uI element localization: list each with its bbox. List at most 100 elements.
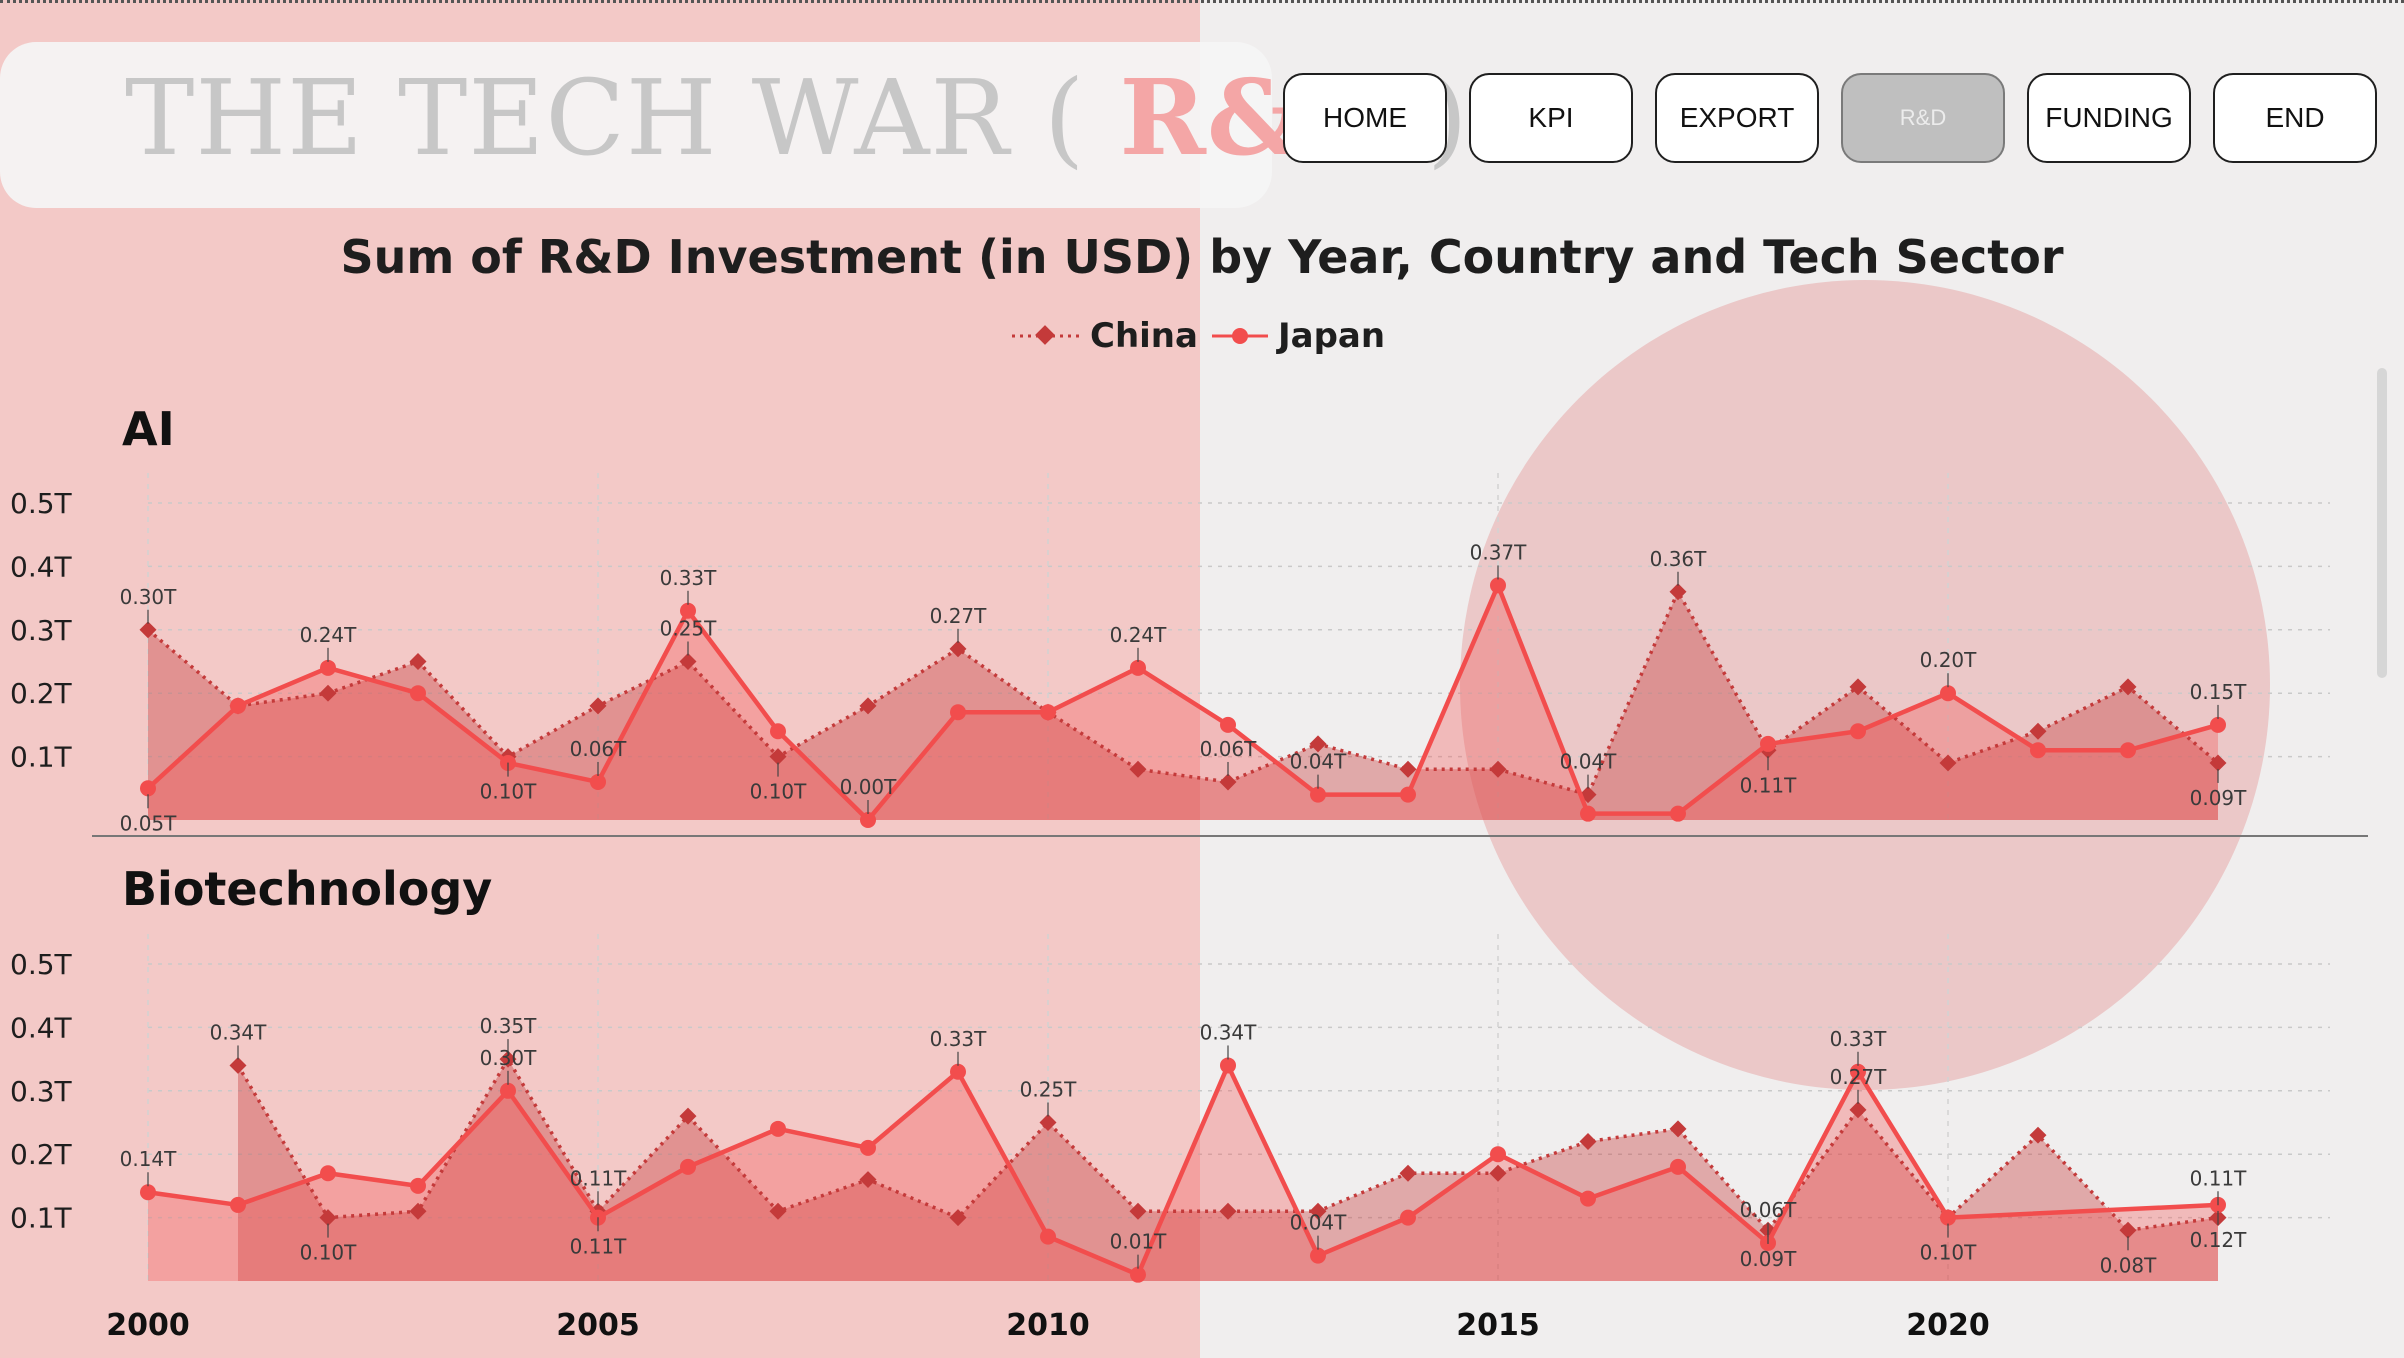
data-point-japan[interactable] <box>320 1165 336 1182</box>
data-label: 0.27T <box>930 604 988 628</box>
data-point-japan[interactable] <box>950 704 966 721</box>
data-point-japan[interactable] <box>590 773 606 790</box>
data-point-china[interactable] <box>679 1107 697 1125</box>
data-point-japan[interactable] <box>1400 1209 1416 1226</box>
data-point-china[interactable] <box>1399 1164 1417 1182</box>
data-point-japan[interactable] <box>1130 659 1146 676</box>
data-point-china[interactable] <box>1489 760 1507 778</box>
data-point-japan[interactable] <box>1580 1190 1596 1207</box>
data-label: 0.11T <box>570 1234 628 1258</box>
data-point-china[interactable] <box>1939 754 1957 772</box>
data-point-japan[interactable] <box>1220 716 1236 733</box>
data-point-japan[interactable] <box>1760 735 1776 752</box>
data-point-china[interactable] <box>1579 1133 1597 1151</box>
data-point-japan[interactable] <box>1310 1247 1326 1264</box>
data-point-japan[interactable] <box>860 812 876 828</box>
data-point-japan[interactable] <box>1040 704 1056 721</box>
data-point-japan[interactable] <box>1130 1266 1146 1283</box>
data-point-japan[interactable] <box>1940 685 1956 702</box>
background-right <box>1200 0 2404 1358</box>
data-point-japan[interactable] <box>230 1196 246 1213</box>
data-point-china[interactable] <box>1849 1101 1867 1119</box>
data-point-china[interactable] <box>139 621 157 639</box>
data-point-japan[interactable] <box>950 1063 966 1080</box>
data-point-japan[interactable] <box>410 685 426 702</box>
nav-button-rd[interactable]: R&D <box>1841 73 2005 163</box>
data-point-china[interactable] <box>319 684 337 702</box>
data-label: 0.01T <box>1110 1230 1168 1254</box>
data-label: 0.04T <box>1290 1211 1348 1235</box>
data-point-china[interactable] <box>1489 1164 1507 1182</box>
data-point-china[interactable] <box>1039 1114 1057 1131</box>
data-point-china[interactable] <box>2119 678 2137 696</box>
data-point-china[interactable] <box>1309 735 1327 753</box>
data-point-japan[interactable] <box>1580 805 1596 822</box>
background-left-flag <box>0 0 1200 1358</box>
y-tick-label: 0.5T <box>10 487 73 520</box>
data-point-japan[interactable] <box>1490 1146 1506 1163</box>
data-point-china[interactable] <box>409 653 427 670</box>
data-point-japan[interactable] <box>680 602 696 619</box>
data-point-japan[interactable] <box>1670 1158 1686 1175</box>
data-point-china[interactable] <box>2119 1221 2137 1239</box>
legend-item-china[interactable]: China <box>1010 316 1198 356</box>
data-point-japan[interactable] <box>230 697 246 714</box>
data-point-japan[interactable] <box>140 1184 156 1201</box>
data-point-japan[interactable] <box>770 723 786 740</box>
data-point-japan[interactable] <box>770 1120 786 1137</box>
data-point-china[interactable] <box>769 1202 787 1220</box>
data-point-japan[interactable] <box>1220 1057 1236 1074</box>
data-label: 0.10T <box>750 780 808 804</box>
data-label: 0.04T <box>1560 750 1618 774</box>
data-point-china[interactable] <box>1849 678 1867 696</box>
nav-button-funding[interactable]: FUNDING <box>2027 73 2191 163</box>
data-point-china[interactable] <box>949 640 967 658</box>
data-point-japan[interactable] <box>320 659 336 676</box>
data-point-china[interactable] <box>2029 722 2047 740</box>
nav-button-home[interactable]: HOME <box>1283 73 1447 163</box>
data-point-china[interactable] <box>769 748 787 766</box>
data-point-china[interactable] <box>589 697 607 715</box>
data-point-china[interactable] <box>229 1056 247 1074</box>
data-point-china[interactable] <box>1129 1202 1147 1220</box>
data-point-japan[interactable] <box>1670 805 1686 822</box>
nav-button-export[interactable]: EXPORT <box>1655 73 1819 163</box>
vertical-scrollbar[interactable] <box>2377 368 2387 678</box>
data-label: 0.30T <box>480 1046 538 1070</box>
data-point-japan[interactable] <box>1040 1228 1056 1245</box>
data-point-japan[interactable] <box>1400 786 1416 803</box>
data-point-japan[interactable] <box>2210 716 2226 733</box>
data-point-china[interactable] <box>859 697 877 715</box>
data-point-japan[interactable] <box>2030 742 2046 759</box>
data-point-japan[interactable] <box>1310 786 1326 803</box>
data-point-japan[interactable] <box>860 1139 876 1156</box>
data-point-china[interactable] <box>1219 773 1237 791</box>
data-point-japan[interactable] <box>410 1177 426 1194</box>
data-point-japan[interactable] <box>1940 1209 1956 1226</box>
data-point-china[interactable] <box>1399 760 1417 778</box>
data-point-china[interactable] <box>2029 1126 2047 1144</box>
nav-button-end[interactable]: END <box>2213 73 2377 163</box>
data-point-china[interactable] <box>1669 583 1687 601</box>
data-point-china[interactable] <box>2209 754 2227 772</box>
legend-item-japan[interactable]: Japan <box>1210 316 1385 356</box>
data-point-japan[interactable] <box>2120 742 2136 759</box>
data-point-china[interactable] <box>859 1171 877 1189</box>
series-line-china <box>236 1057 2219 1233</box>
data-point-japan[interactable] <box>1490 577 1506 594</box>
data-point-japan[interactable] <box>1850 1063 1866 1080</box>
data-point-china[interactable] <box>1669 1120 1687 1138</box>
data-point-japan[interactable] <box>500 1082 516 1099</box>
data-point-china[interactable] <box>679 653 697 670</box>
data-point-china[interactable] <box>1309 1202 1327 1220</box>
data-point-japan[interactable] <box>1850 723 1866 740</box>
data-point-china[interactable] <box>1129 760 1147 778</box>
chart-title: Sum of R&D Investment (in USD) by Year, … <box>340 230 2064 284</box>
data-point-china[interactable] <box>949 1209 967 1227</box>
data-point-japan[interactable] <box>680 1158 696 1175</box>
nav-button-kpi[interactable]: KPI <box>1469 73 1633 163</box>
background-circle <box>1460 280 2270 1090</box>
data-point-china[interactable] <box>1219 1202 1237 1220</box>
data-point-japan[interactable] <box>140 780 156 797</box>
data-label: 0.15T <box>2190 680 2248 704</box>
